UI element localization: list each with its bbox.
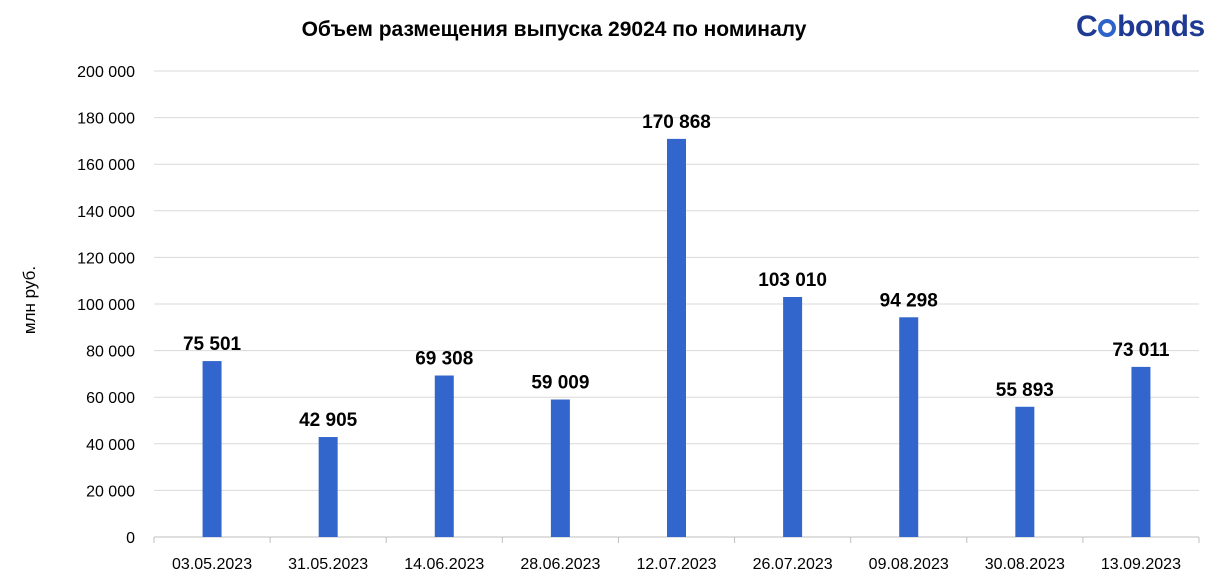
x-tick-label: 28.06.2023: [520, 556, 600, 573]
y-tick-label: 200 000: [77, 64, 135, 81]
bar: [667, 138, 686, 537]
x-tick-label: 09.08.2023: [869, 556, 949, 573]
data-label: 170 868: [642, 112, 711, 133]
y-axis-ticks: 0 20 000 40 000 60 000 80 000 100 000 120 000 1…: [77, 64, 135, 547]
data-label: 55 893: [996, 380, 1054, 401]
bar: [550, 399, 570, 537]
y-tick-label: 80 000: [86, 344, 135, 361]
logo-ring-icon: [1098, 19, 1117, 37]
y-tick-label: 40 000: [86, 437, 135, 454]
bars: [202, 138, 1151, 537]
x-tick-label: 03.05.2023: [172, 556, 252, 573]
bar: [783, 296, 803, 537]
x-tick-label: 30.08.2023: [985, 556, 1065, 573]
y-tick-label: 120 000: [77, 250, 135, 267]
bar: [899, 317, 919, 537]
bar: [202, 361, 222, 537]
data-labels: 75 501 42 905 69 308 59 009 170 868 103 010 94…: [183, 112, 1170, 431]
data-label: 69 308: [415, 349, 473, 370]
data-label: 42 905: [299, 410, 358, 431]
bar: [318, 437, 338, 537]
y-tick-label: 0: [126, 530, 135, 547]
y-tick-label: 180 000: [77, 111, 135, 128]
y-tick-label: 20 000: [86, 483, 135, 500]
data-label: 94 298: [880, 290, 938, 311]
x-tick-label: 12.07.2023: [636, 556, 716, 573]
y-tick-label: 60 000: [86, 390, 135, 407]
x-tick-label: 14.06.2023: [404, 556, 484, 573]
y-axis-title: млн руб.: [20, 266, 39, 334]
bar: [1131, 366, 1151, 537]
data-label: 103 010: [758, 270, 827, 291]
logo-text-post: bonds: [1117, 10, 1205, 43]
y-tick-label: 100 000: [77, 297, 135, 314]
logo-text-pre: C: [1076, 10, 1098, 43]
chart-title: Объем размещения выпуска 29024 по номина…: [301, 18, 807, 41]
bar: [1015, 406, 1035, 537]
x-tick-label: 31.05.2023: [288, 556, 368, 573]
x-tick-label: 26.07.2023: [753, 556, 833, 573]
data-label: 59 009: [531, 373, 589, 394]
y-tick-label: 140 000: [77, 204, 135, 221]
y-tick-label: 160 000: [77, 157, 135, 174]
data-label: 73 011: [1112, 340, 1169, 361]
bar: [434, 375, 454, 537]
x-axis-ticks: 03.05.2023 31.05.2023 14.06.2023 28.06.2023…: [172, 556, 1181, 573]
x-tick-label: 13.09.2023: [1101, 556, 1181, 573]
data-label: 75 501: [183, 334, 242, 355]
